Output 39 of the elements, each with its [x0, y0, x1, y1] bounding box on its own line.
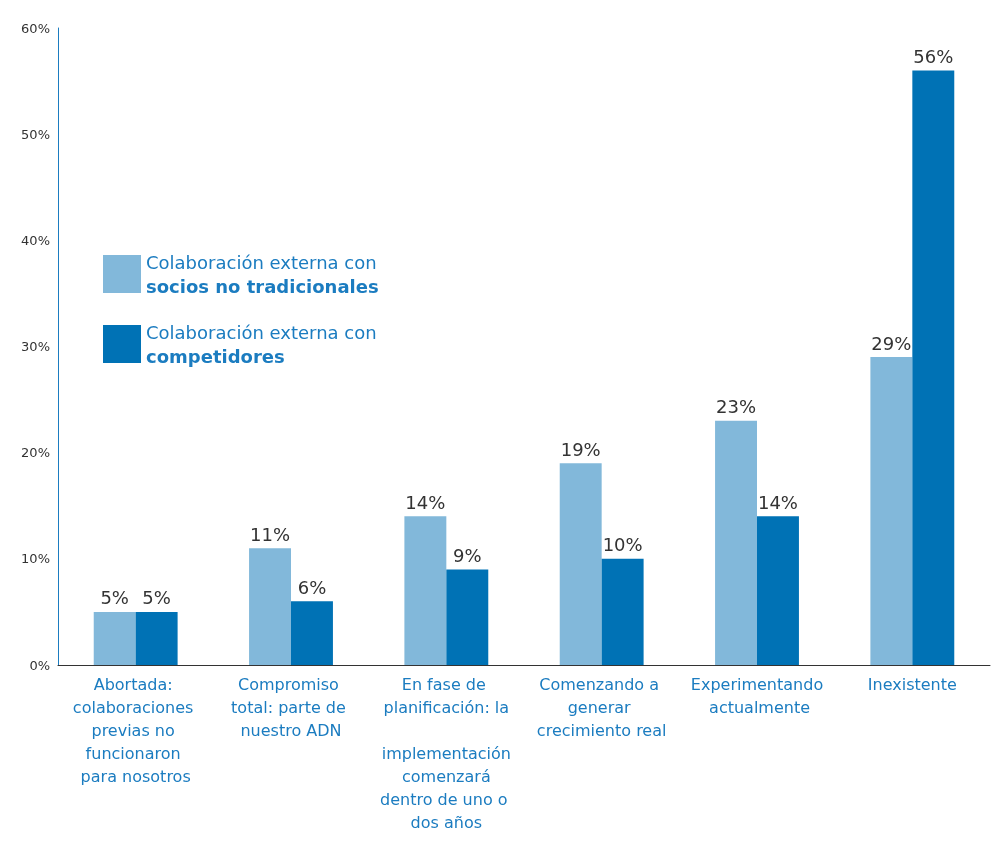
- bar: [559, 463, 602, 665]
- y-tick-label: 40%: [21, 232, 50, 248]
- bar: [601, 558, 644, 665]
- bar: [870, 357, 913, 665]
- y-tick-label: 50%: [21, 126, 50, 142]
- bar: [93, 611, 136, 665]
- bar: [249, 548, 291, 665]
- y-tick-label: 30%: [21, 339, 50, 354]
- bar: [912, 70, 955, 665]
- bar: [757, 516, 799, 665]
- data-label: 10%: [602, 534, 643, 556]
- bar: [291, 601, 333, 665]
- y-tick-label: 60%: [21, 20, 50, 36]
- bar: [135, 611, 178, 665]
- data-label: 14%: [757, 491, 798, 513]
- data-label: 19%: [560, 438, 601, 460]
- x-tick-label: Comenzando a generar crecimiento real: [536, 675, 667, 740]
- bar: [404, 516, 447, 665]
- y-tick-label: 10%: [21, 551, 50, 567]
- legend-label: Colaboración externa con socios no tradicionales: [146, 251, 379, 297]
- category-label: En fase de planificación: la implementación comenzará dentro de uno o dos años: [380, 675, 511, 832]
- data-label: 9%: [453, 544, 482, 566]
- bar: [446, 569, 489, 665]
- bar: [715, 420, 757, 665]
- data-label: 6%: [297, 576, 327, 598]
- data-label: 29%: [871, 332, 912, 354]
- data-label: 23%: [716, 396, 757, 418]
- data-label: 14%: [405, 491, 446, 513]
- data-label: 5%: [142, 587, 171, 609]
- y-tick-label: 20%: [21, 445, 50, 461]
- legend-label: Colaboración externa con competidores: [146, 321, 377, 367]
- x-tick-label: Compromiso total: parte de nuestro ADN: [231, 675, 351, 740]
- x-tick-label: Abortada: colaboraciones previas no funcionaron para nosotros: [72, 675, 199, 786]
- data-label: 56%: [913, 45, 954, 67]
- data-label: 5%: [100, 587, 129, 609]
- x-tick-label: Inexistente: [867, 675, 957, 694]
- data-label: 11%: [250, 523, 291, 545]
- x-tick-label: Experimentando actualmente: [690, 675, 824, 717]
- y-tick-label: 0%: [29, 657, 50, 673]
